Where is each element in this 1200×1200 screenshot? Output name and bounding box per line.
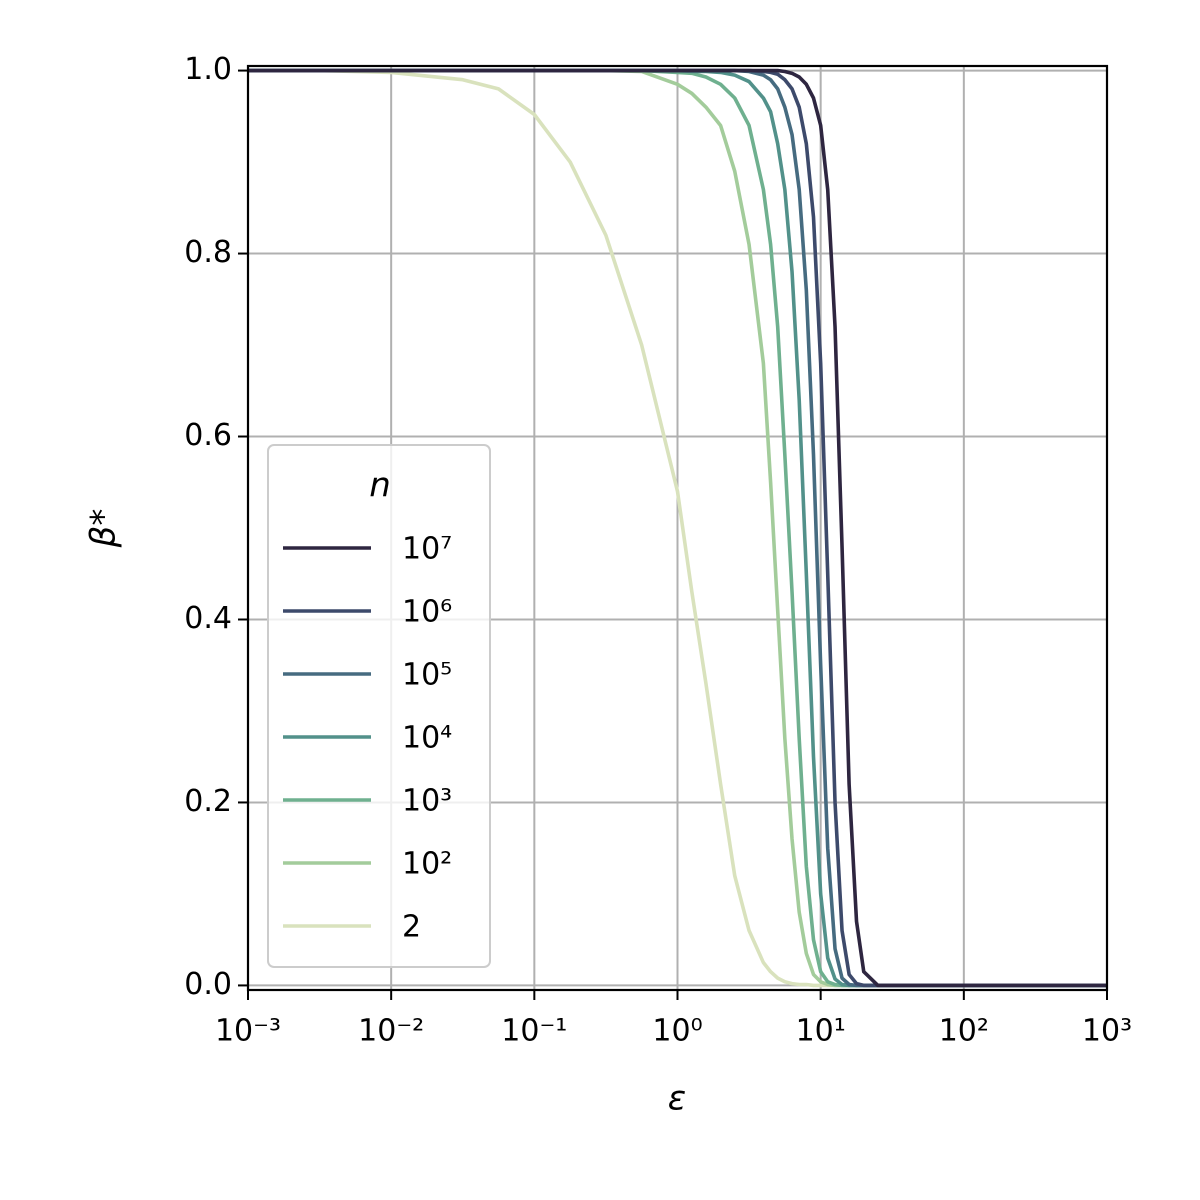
legend: n 10⁷ 10⁶ 10⁵ 10⁴ 10³ 10² 2	[267, 444, 491, 968]
x-tick-label: 10²	[939, 1014, 989, 1049]
y-tick-label: 0.6	[184, 418, 232, 453]
y-tick-label: 0.4	[184, 601, 232, 636]
y-axis-label: β*	[84, 509, 124, 549]
y-tick-label: 0.2	[184, 784, 232, 819]
legend-label: 10⁵	[402, 658, 452, 693]
y-tick-label: 0.8	[184, 235, 232, 270]
legend-label: 10⁴	[402, 721, 452, 756]
x-tick-label: 10³	[1082, 1014, 1132, 1049]
x-tick-label: 10⁻²	[358, 1014, 424, 1049]
y-tick-label: 1.0	[184, 52, 232, 87]
series-line	[248, 68, 1107, 988]
legend-label: 10²	[402, 847, 452, 882]
x-tick-label: 10⁰	[652, 1014, 702, 1049]
legend-label: 10⁶	[402, 595, 452, 630]
x-tick-label: 10⁻¹	[501, 1014, 567, 1049]
x-tick-label: 10⁻³	[215, 1014, 281, 1049]
legend-label: 2	[402, 910, 421, 945]
plot-frame	[246, 64, 1109, 992]
legend-title: n	[369, 466, 391, 506]
x-tick-label: 10¹	[796, 1014, 846, 1049]
x-axis-label: ε	[668, 1079, 686, 1119]
y-tick-label: 0.0	[184, 967, 232, 1002]
legend-label: 10³	[402, 784, 452, 819]
legend-box	[267, 444, 491, 968]
legend-label: 10⁷	[402, 532, 452, 567]
